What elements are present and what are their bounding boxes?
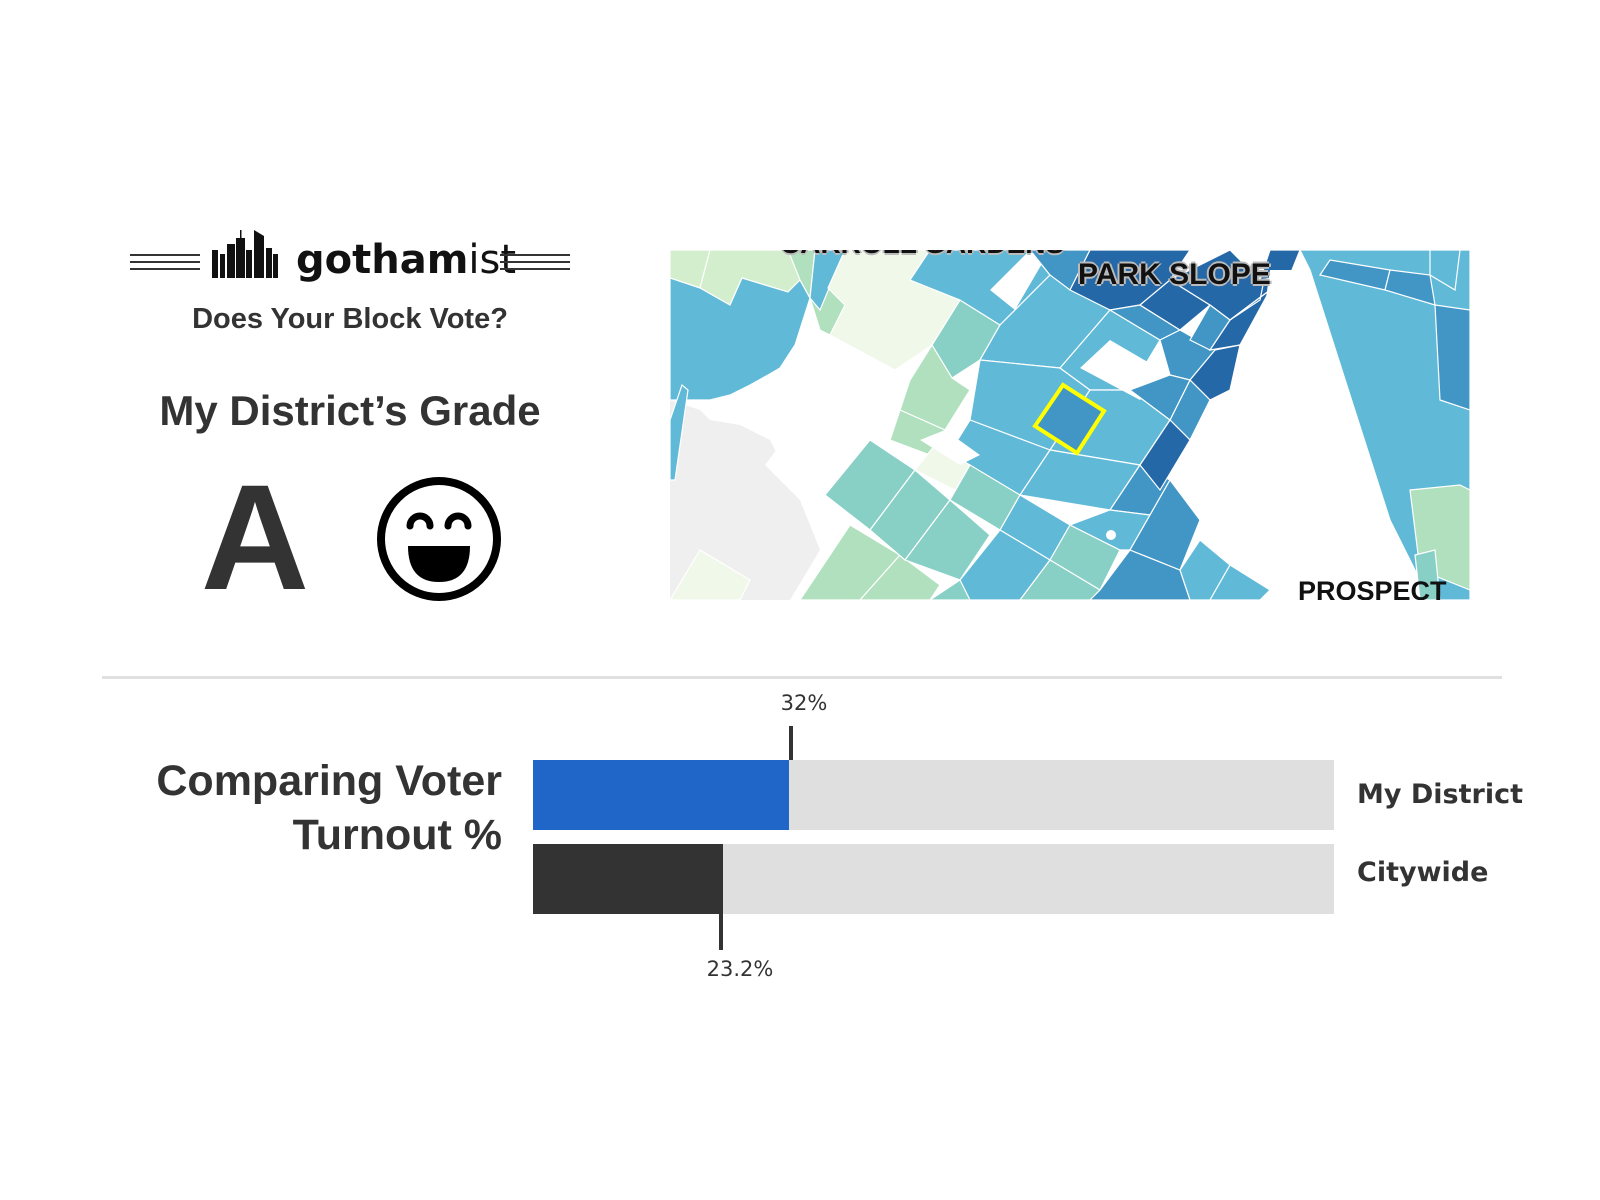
logo-wordmark-bold: gotham bbox=[296, 237, 469, 283]
logo-wordmark-light: ist bbox=[468, 237, 517, 283]
map-label-prospect: PROSPECT bbox=[1298, 576, 1447, 600]
my-district-value-label: 32% bbox=[780, 691, 828, 715]
map-label-top-cut: CARROLL GARDENS bbox=[780, 250, 1064, 260]
comparison-title: Comparing Voter Turnout % bbox=[100, 754, 502, 862]
citywide-value-label: 23.2% bbox=[706, 957, 774, 981]
logo-wordmark: gothamist bbox=[296, 238, 516, 282]
grinning-face-icon bbox=[377, 477, 501, 601]
comparison-title-line1: Comparing Voter bbox=[156, 757, 502, 805]
page-subtitle: Does Your Block Vote? bbox=[192, 303, 508, 335]
citywide-bar-fill bbox=[533, 844, 719, 914]
grade-letter: A bbox=[200, 453, 310, 621]
my-district-bar-track bbox=[533, 760, 1334, 830]
citywide-bar-track bbox=[533, 844, 1334, 914]
district-map[interactable]: CARROLL GARDENS PARK SLOPE PROSPECT bbox=[670, 250, 1470, 600]
skyline-icon bbox=[212, 230, 278, 278]
grade-title: My District’s Grade bbox=[159, 387, 541, 434]
choropleth-map[interactable] bbox=[670, 250, 1470, 600]
citywide-marker bbox=[719, 844, 723, 950]
logo-rule-left bbox=[130, 254, 200, 274]
map-label-park-slope: PARK SLOPE bbox=[1078, 258, 1271, 291]
selected-block-highlight bbox=[1032, 382, 1107, 456]
logo-rule-right bbox=[500, 254, 570, 274]
section-divider bbox=[102, 676, 1502, 679]
comparison-title-line2: Turnout % bbox=[292, 811, 502, 859]
my-district-bar-fill bbox=[533, 760, 790, 830]
gothamist-logo: gothamist bbox=[130, 228, 570, 290]
citywide-label: Citywide bbox=[1357, 857, 1489, 888]
my-district-label: My District bbox=[1357, 779, 1523, 810]
